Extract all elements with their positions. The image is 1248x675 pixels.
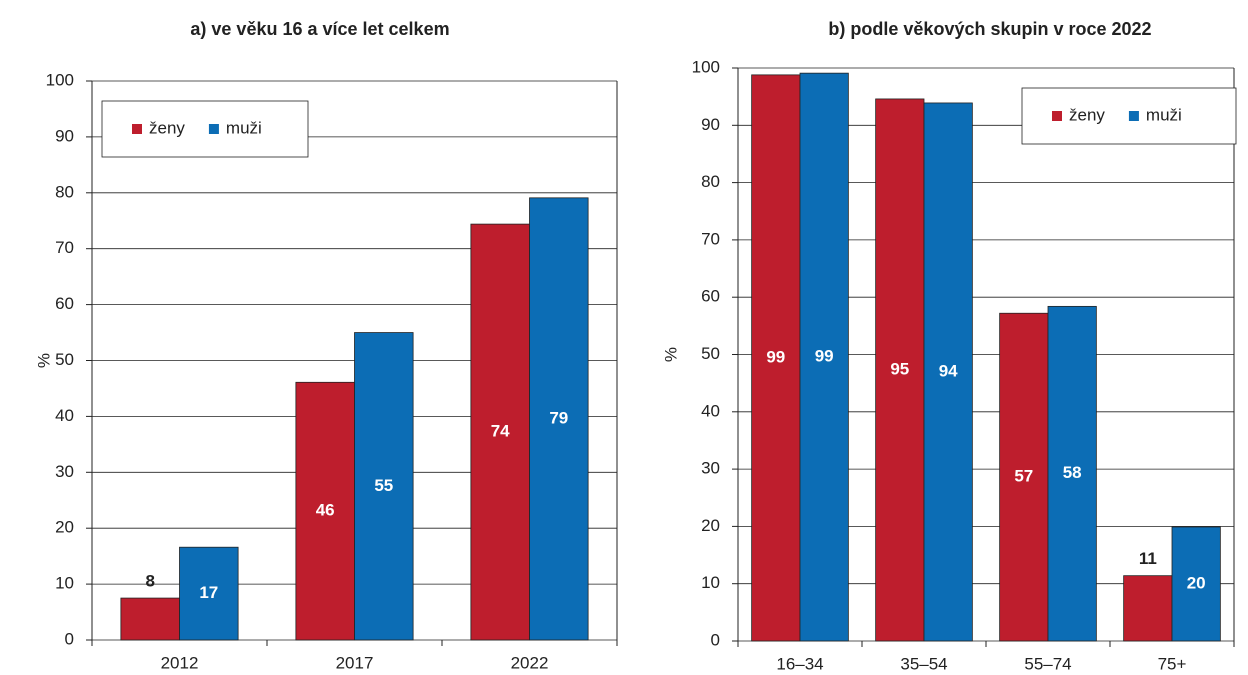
y-axis-label: %: [661, 347, 680, 362]
legend-label: muži: [226, 118, 262, 137]
y-tick-label: 50: [701, 344, 720, 363]
value-label: 17: [199, 583, 218, 602]
x-tick-label: 75+: [1158, 654, 1187, 673]
value-label: 46: [316, 501, 335, 520]
value-label: 74: [491, 422, 510, 441]
y-tick-label: 10: [701, 573, 720, 592]
bar: [799, 72, 849, 642]
y-tick-label: 30: [55, 462, 74, 481]
y-tick-label: 100: [46, 70, 74, 89]
y-tick-label: 40: [55, 406, 74, 425]
y-tick-label: 20: [701, 516, 720, 535]
value-label: 95: [890, 359, 909, 378]
x-tick-label: 2022: [511, 653, 549, 672]
bar: [875, 98, 925, 642]
y-tick-label: 100: [692, 57, 720, 76]
bar: [1047, 305, 1097, 642]
y-tick-label: 60: [55, 294, 74, 313]
y-axis-label: %: [34, 353, 53, 368]
bar: [751, 74, 801, 642]
bar: [470, 223, 530, 641]
bar: [354, 332, 414, 641]
y-tick-label: 90: [55, 126, 74, 145]
legend-swatch: [208, 124, 219, 134]
value-label: 79: [549, 408, 568, 427]
x-tick-label: 55–74: [1024, 654, 1071, 673]
chart-title: b) podle věkových skupin v roce 2022: [828, 19, 1151, 39]
bar: [1123, 575, 1173, 642]
y-tick-label: 20: [55, 518, 74, 537]
bar: [120, 597, 180, 641]
y-tick-label: 80: [55, 182, 74, 201]
bar: [529, 197, 589, 641]
value-label: 58: [1063, 463, 1082, 482]
x-tick-label: 16–34: [776, 654, 823, 673]
value-label: 94: [939, 361, 958, 380]
legend-swatch: [1052, 111, 1062, 121]
y-tick-label: 0: [65, 629, 74, 648]
y-tick-label: 90: [701, 115, 720, 134]
x-tick-label: 2017: [336, 653, 374, 672]
x-tick-label: 35–54: [900, 654, 947, 673]
value-label: 8: [145, 572, 154, 591]
y-tick-label: 80: [701, 172, 720, 191]
y-tick-label: 0: [711, 630, 720, 649]
y-tick-label: 30: [701, 459, 720, 478]
chart-title: a) ve věku 16 a více let celkem: [190, 19, 449, 39]
value-label: 11: [1139, 549, 1157, 568]
value-label: 55: [374, 476, 393, 495]
value-label: 20: [1187, 573, 1206, 592]
bar: [923, 102, 973, 642]
bar: [999, 312, 1049, 642]
y-tick-label: 40: [701, 401, 720, 420]
value-label: 57: [1014, 467, 1033, 486]
y-tick-label: 70: [701, 229, 720, 248]
bar: [179, 546, 239, 641]
y-tick-label: 60: [701, 287, 720, 306]
value-label: 99: [766, 347, 785, 366]
y-tick-label: 70: [55, 238, 74, 257]
bar: [295, 381, 355, 641]
legend-label: ženy: [149, 118, 185, 137]
y-tick-label: 50: [55, 350, 74, 369]
y-tick-label: 10: [55, 574, 74, 593]
legend-label: ženy: [1069, 105, 1105, 124]
bar: [1171, 526, 1221, 642]
value-label: 99: [815, 347, 834, 366]
legend-label: muži: [1146, 105, 1182, 124]
legend-swatch: [132, 124, 142, 134]
x-tick-label: 2012: [161, 653, 199, 672]
legend-swatch: [1128, 111, 1139, 121]
